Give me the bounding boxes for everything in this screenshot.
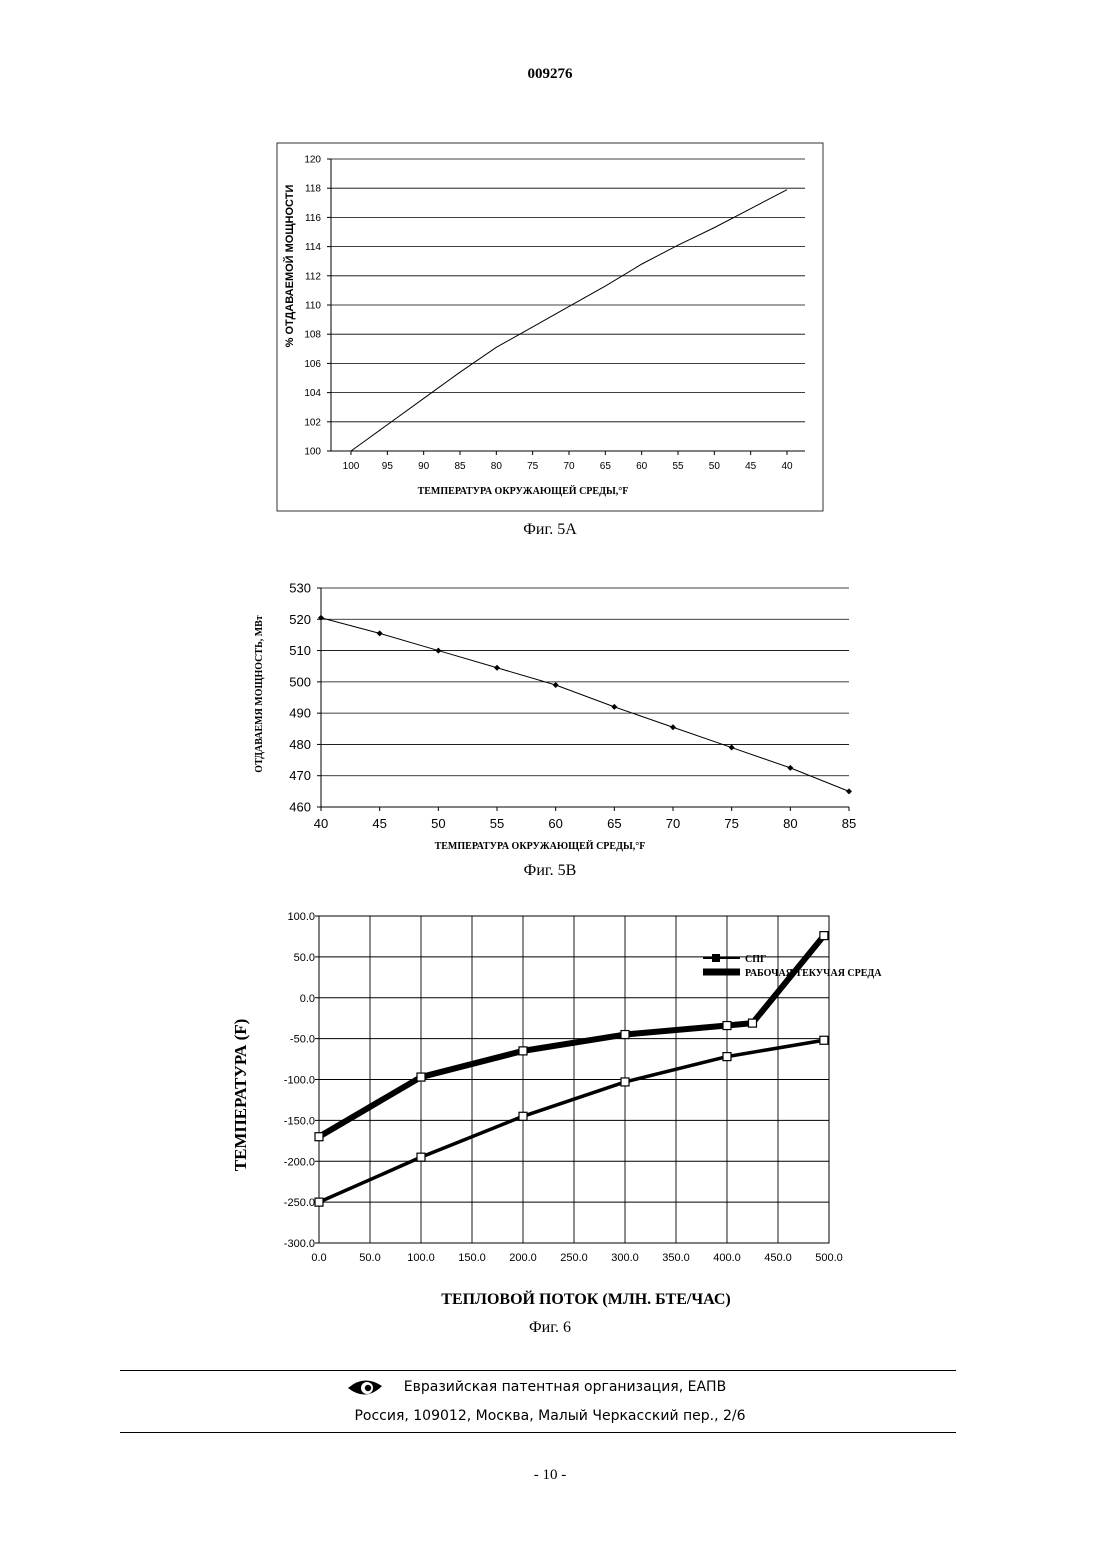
x-tick-label: 500.0: [815, 1252, 843, 1264]
data-point: [417, 1073, 425, 1081]
y-tick-label: -300.0: [284, 1238, 315, 1250]
y-axis-label: ТЕМПЕРАТУРА (F): [231, 1019, 250, 1172]
y-tick-label: -100.0: [284, 1075, 315, 1087]
x-tick-label: 300.0: [611, 1252, 639, 1264]
series-line: [319, 936, 824, 1137]
y-tick-label: -200.0: [284, 1156, 315, 1168]
x-tick-label: 200.0: [509, 1252, 537, 1264]
x-tick-label: 50.0: [359, 1252, 380, 1264]
footer-organization: Евразийская патентная организация, ЕАПВ: [0, 1379, 1100, 1395]
data-point: [820, 1036, 828, 1044]
x-tick-label: 100.0: [407, 1252, 435, 1264]
legend: СПГ РАБОЧАЯ ТЕКУЧАЯ СРЕДА: [703, 954, 882, 979]
x-tick-label: 350.0: [662, 1252, 690, 1264]
y-tick-label: -150.0: [284, 1115, 315, 1127]
footer-address: Россия, 109012, Москва, Малый Черкасский…: [0, 1408, 1100, 1424]
legend-label-lng: СПГ: [745, 954, 766, 965]
x-axis-label: ТЕПЛОВОЙ ПОТОК (МЛН. БТЕ/ЧАС): [441, 1289, 730, 1308]
y-tick-label: 100.0: [287, 911, 315, 923]
x-tick-label: 250.0: [560, 1252, 588, 1264]
data-point: [621, 1078, 629, 1086]
data-point: [820, 932, 828, 940]
legend-marker-lng: [712, 954, 720, 962]
data-point: [519, 1112, 527, 1120]
data-point: [723, 1053, 731, 1061]
data-point: [749, 1019, 757, 1027]
figure-6-chart: 100.0 50.0 0.0 -50.0 -100.0 -150.0 -200.0 -250.…: [0, 0, 1100, 1320]
data-point: [315, 1198, 323, 1206]
data-point: [723, 1022, 731, 1030]
data-point: [621, 1031, 629, 1039]
data-point: [417, 1153, 425, 1161]
page-number: - 10 -: [0, 1467, 1100, 1484]
series-line: [319, 1040, 824, 1202]
footer-top-rule: [120, 1370, 956, 1371]
figure-6-caption: Фиг. 6: [0, 1319, 1100, 1337]
x-tick-label: 400.0: [713, 1252, 741, 1264]
y-tick-label: 50.0: [294, 952, 315, 964]
x-tick-label: 450.0: [764, 1252, 792, 1264]
y-tick-label: -250.0: [284, 1197, 315, 1209]
data-point: [519, 1047, 527, 1055]
y-tick-label: -50.0: [290, 1034, 315, 1046]
footer-bottom-rule: [120, 1432, 956, 1433]
data-point: [315, 1133, 323, 1141]
legend-label-working-fluid: РАБОЧАЯ ТЕКУЧАЯ СРЕДА: [745, 968, 882, 979]
y-tick-label: 0.0: [300, 993, 315, 1005]
x-tick-label: 150.0: [458, 1252, 486, 1264]
x-tick-label: 0.0: [311, 1252, 326, 1264]
